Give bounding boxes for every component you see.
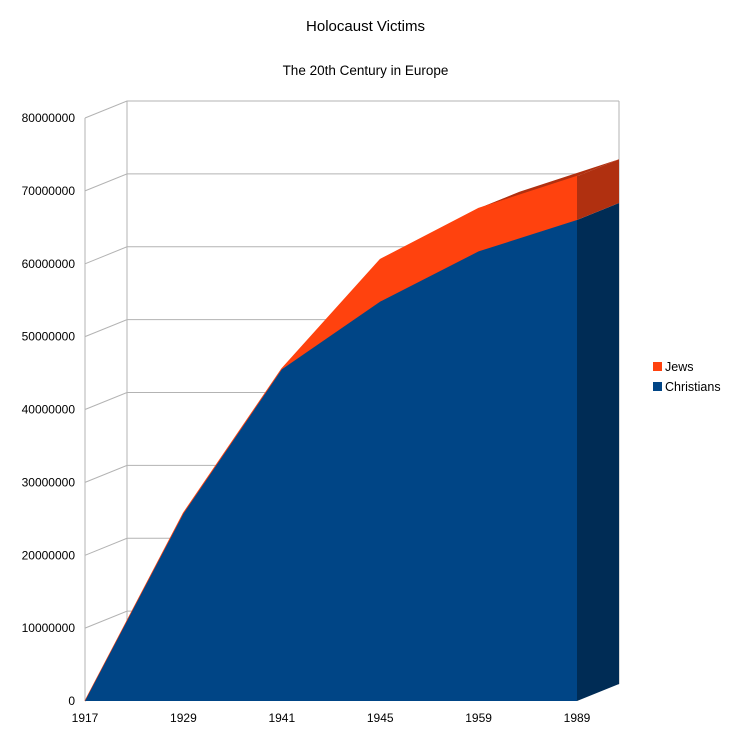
y-tick-label: 0 [68,694,75,708]
series-jews-side-face [577,159,619,220]
legend-item-christians: Christians [653,378,721,398]
y-tick-label: 40000000 [22,403,76,417]
y-tick-label: 80000000 [22,111,76,125]
gridline [84,100,619,119]
x-tick-label: 1989 [564,711,591,725]
x-tick-label: 1941 [268,711,295,725]
chart-title: Holocaust Victims [306,18,425,35]
legend: Jews Christians [653,358,721,398]
series-jews-top-face [478,159,619,209]
legend-label-christians: Christians [665,380,721,394]
x-tick-label: 1945 [367,711,394,725]
x-tick-label: 1959 [465,711,492,725]
y-tick-label: 20000000 [22,548,76,562]
y-tick-label: 30000000 [22,475,76,489]
y-tick-label: 60000000 [22,257,76,271]
y-tick-label: 10000000 [22,621,76,635]
legend-item-jews: Jews [653,358,721,378]
chart-subtitle: The 20th Century in Europe [282,63,449,78]
y-tick-label: 70000000 [22,184,76,198]
series-christians-area [85,220,577,701]
x-tick-label: 1917 [72,711,99,725]
legend-swatch-jews [653,362,662,371]
legend-label-jews: Jews [665,360,694,374]
y-tick-label: 50000000 [22,330,76,344]
legend-swatch-christians [653,382,662,391]
series-christians-side-face [577,203,619,701]
x-tick-label: 1929 [170,711,197,725]
